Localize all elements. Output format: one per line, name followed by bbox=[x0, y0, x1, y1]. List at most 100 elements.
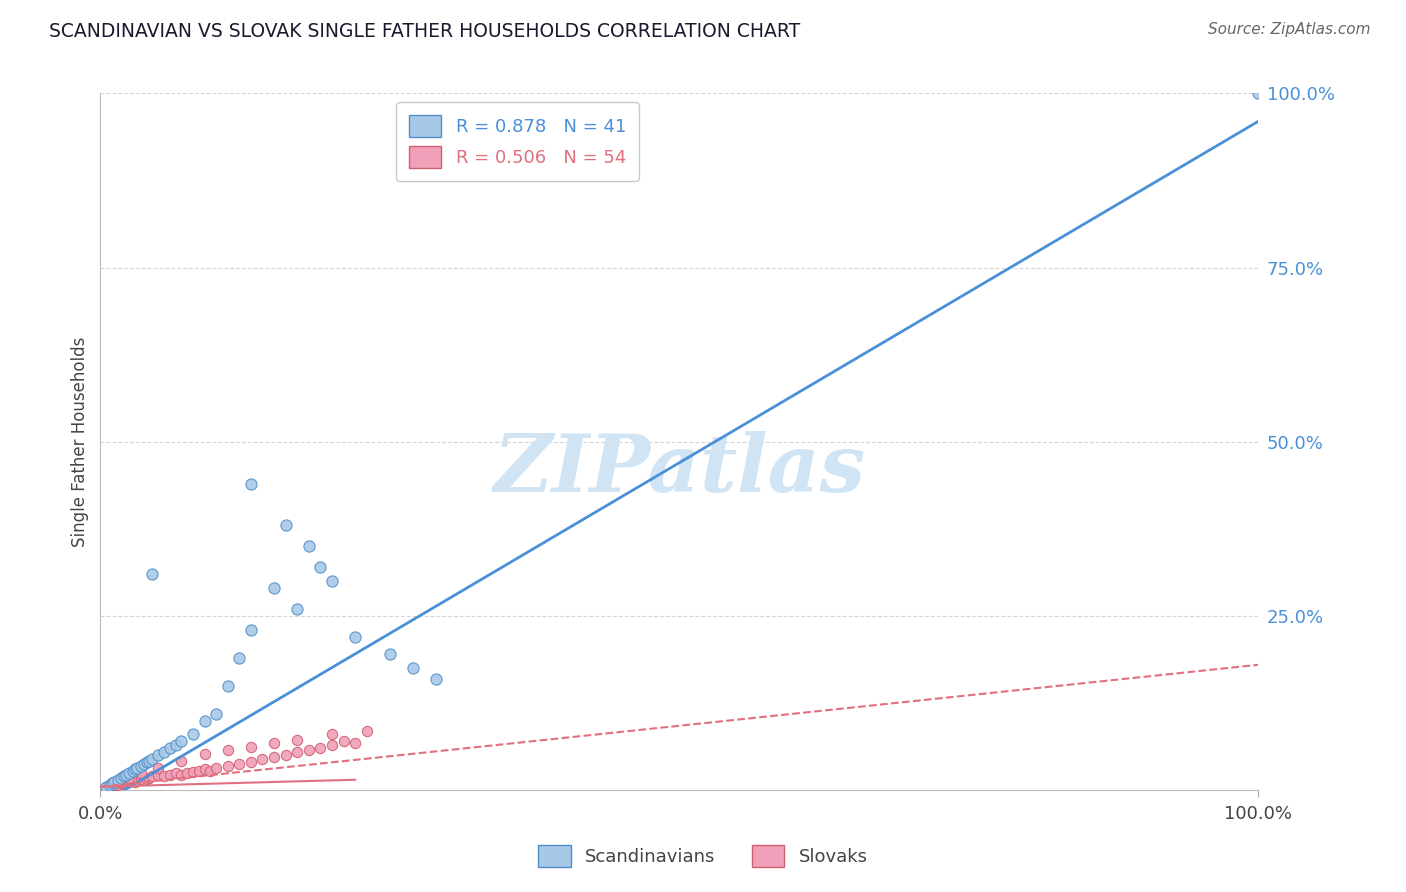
Point bbox=[101, 778, 124, 792]
Point bbox=[263, 736, 285, 750]
Point bbox=[110, 771, 132, 785]
Point bbox=[129, 759, 152, 773]
Point bbox=[321, 738, 343, 752]
Point bbox=[135, 756, 157, 770]
Point bbox=[378, 648, 401, 662]
Point bbox=[138, 754, 160, 768]
Point bbox=[141, 769, 163, 783]
Point bbox=[107, 778, 129, 792]
Point bbox=[332, 734, 354, 748]
Point bbox=[217, 759, 239, 773]
Point bbox=[309, 741, 332, 756]
Point bbox=[321, 727, 343, 741]
Point bbox=[285, 745, 308, 759]
Point bbox=[274, 518, 297, 533]
Legend: R = 0.878   N = 41, R = 0.506   N = 54: R = 0.878 N = 41, R = 0.506 N = 54 bbox=[396, 103, 638, 181]
Point bbox=[118, 765, 141, 780]
Point bbox=[138, 771, 160, 785]
Point bbox=[194, 714, 217, 728]
Text: ZIPatlas: ZIPatlas bbox=[494, 431, 866, 508]
Point bbox=[344, 630, 367, 644]
Point bbox=[181, 765, 204, 780]
Point bbox=[205, 706, 228, 721]
Point bbox=[114, 776, 136, 790]
Point bbox=[110, 775, 132, 789]
Point bbox=[181, 727, 204, 741]
Point bbox=[153, 745, 176, 759]
Point bbox=[148, 748, 170, 763]
Point bbox=[129, 766, 152, 780]
Point bbox=[110, 776, 132, 790]
Point bbox=[121, 764, 143, 778]
Point bbox=[239, 739, 262, 754]
Point bbox=[194, 747, 217, 761]
Point bbox=[165, 766, 187, 780]
Point bbox=[94, 780, 117, 794]
Point bbox=[107, 772, 129, 787]
Point bbox=[285, 602, 308, 616]
Point bbox=[98, 779, 121, 793]
Y-axis label: Single Father Households: Single Father Households bbox=[72, 336, 89, 547]
Legend: Scandinavians, Slovaks: Scandinavians, Slovaks bbox=[531, 838, 875, 874]
Point bbox=[298, 539, 321, 553]
Point bbox=[127, 773, 149, 788]
Point bbox=[356, 723, 378, 738]
Point bbox=[217, 743, 239, 757]
Point bbox=[129, 772, 152, 786]
Point bbox=[135, 772, 157, 786]
Point bbox=[176, 766, 198, 780]
Point bbox=[187, 764, 209, 778]
Point bbox=[228, 650, 250, 665]
Point bbox=[239, 476, 262, 491]
Point bbox=[103, 776, 125, 790]
Point bbox=[263, 581, 285, 595]
Point bbox=[170, 734, 193, 748]
Point bbox=[239, 623, 262, 637]
Point bbox=[141, 752, 163, 766]
Point bbox=[127, 761, 149, 775]
Point bbox=[239, 756, 262, 770]
Point bbox=[252, 752, 274, 766]
Point bbox=[205, 761, 228, 775]
Point bbox=[217, 679, 239, 693]
Point bbox=[148, 768, 170, 782]
Point bbox=[94, 780, 117, 794]
Point bbox=[425, 672, 447, 686]
Point bbox=[170, 754, 193, 768]
Point bbox=[134, 773, 156, 788]
Point bbox=[285, 733, 308, 747]
Point bbox=[98, 780, 121, 795]
Point bbox=[228, 756, 250, 771]
Text: SCANDINAVIAN VS SLOVAK SINGLE FATHER HOUSEHOLDS CORRELATION CHART: SCANDINAVIAN VS SLOVAK SINGLE FATHER HOU… bbox=[49, 22, 800, 41]
Point bbox=[165, 738, 187, 752]
Point bbox=[103, 775, 125, 789]
Point bbox=[118, 771, 141, 785]
Point bbox=[298, 743, 321, 757]
Point bbox=[159, 741, 181, 756]
Point bbox=[124, 775, 146, 789]
Point bbox=[200, 764, 222, 778]
Point bbox=[148, 761, 170, 775]
Point bbox=[321, 574, 343, 589]
Point bbox=[112, 775, 135, 789]
Point bbox=[121, 773, 143, 788]
Point bbox=[98, 778, 121, 792]
Point bbox=[124, 762, 146, 776]
Point bbox=[153, 769, 176, 783]
Point bbox=[309, 560, 332, 574]
Point bbox=[103, 778, 125, 792]
Point bbox=[170, 768, 193, 782]
Point bbox=[344, 736, 367, 750]
Point bbox=[141, 567, 163, 582]
Point bbox=[263, 749, 285, 764]
Point bbox=[1247, 87, 1270, 101]
Point bbox=[194, 762, 217, 776]
Point bbox=[118, 775, 141, 789]
Text: Source: ZipAtlas.com: Source: ZipAtlas.com bbox=[1208, 22, 1371, 37]
Point bbox=[114, 768, 136, 782]
Point bbox=[274, 748, 297, 763]
Point bbox=[159, 768, 181, 782]
Point bbox=[112, 769, 135, 783]
Point bbox=[402, 661, 425, 675]
Point bbox=[134, 756, 156, 771]
